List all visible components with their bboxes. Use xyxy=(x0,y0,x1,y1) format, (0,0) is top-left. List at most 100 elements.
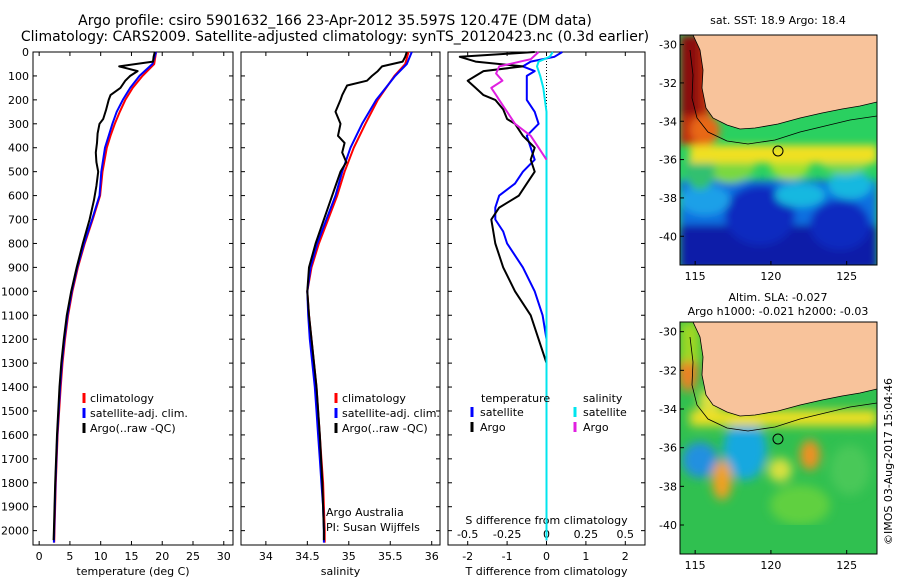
depth-tick-label: 0 xyxy=(22,46,29,59)
map-lat-label: -36 xyxy=(659,442,677,455)
depth-tick-label: 1500 xyxy=(1,405,29,418)
map-lon-label: 125 xyxy=(836,270,857,283)
depth-tick-label: 700 xyxy=(8,214,29,227)
depth-tick-label: 500 xyxy=(8,166,29,179)
legend-salinity-title: salinity xyxy=(583,392,623,405)
x-tick-label: 36 xyxy=(425,550,439,563)
legend-label: climatology xyxy=(342,392,406,405)
depth-tick-label: 100 xyxy=(8,70,29,83)
legend-label: Argo xyxy=(480,421,506,434)
legend-label: satellite-adj. clim. xyxy=(342,407,440,420)
sst-map-field xyxy=(680,35,877,265)
legend-label: satellite-adj. clim. xyxy=(90,407,188,420)
map-lat-label: -30 xyxy=(659,39,677,52)
x-tick-label: 5 xyxy=(66,550,73,563)
salinity-diff-tick-label: -0.25 xyxy=(493,528,521,541)
legend-label: Argo xyxy=(583,421,609,434)
depth-tick-label: 1900 xyxy=(1,501,29,514)
x-tick-label: 34 xyxy=(259,550,273,563)
depth-tick-label: 1200 xyxy=(1,333,29,346)
map-lon-label: 115 xyxy=(685,270,706,283)
sst-float-marker xyxy=(772,145,784,157)
temperature-profile-frame xyxy=(32,51,234,546)
depth-tick-label: 1600 xyxy=(1,429,29,442)
salinity-profile-series-argo-raw-qc- xyxy=(306,51,408,541)
map-lat-label: -32 xyxy=(659,77,677,90)
sla-map-subtitle: Argo h1000: -0.021 h2000: -0.03 xyxy=(688,305,869,318)
legend-temperature-title: temperature xyxy=(481,392,550,405)
map-lon-label: 115 xyxy=(685,559,706,572)
profile-panels: 0100200300400500600700800900100011001200… xyxy=(1,46,646,578)
sla-map-frame xyxy=(679,321,878,555)
salinity-diff-tick-label: 0.25 xyxy=(574,528,599,541)
x-tick-label: 1 xyxy=(582,550,589,563)
sst-land-mask xyxy=(692,35,877,130)
sla-land-mask xyxy=(692,322,877,417)
depth-tick-label: 300 xyxy=(8,118,29,131)
depth-tick-label: 1700 xyxy=(1,453,29,466)
x-tick-label: 10 xyxy=(94,550,108,563)
difference-from-climatology-series-t-satellite xyxy=(494,51,563,541)
depth-tick-label: 1300 xyxy=(1,357,29,370)
salinity-diff-tick-label: -0.5 xyxy=(457,528,478,541)
difference-from-climatology-xlabel: T difference from climatology xyxy=(465,565,628,578)
salinity-profile-panel: 34 34.5 35 35.5 36 salinity climatology satelli… xyxy=(240,51,441,578)
x-tick-label: 0 xyxy=(543,550,550,563)
x-tick-label: -2 xyxy=(462,550,473,563)
imos-watermark: ©IMOS 03-Aug-2017 15:04:46 xyxy=(882,378,895,545)
salinity-profile-frame xyxy=(240,51,441,546)
map-lat-label: -40 xyxy=(659,519,677,532)
map-lon-label: 120 xyxy=(760,559,781,572)
sst-map-frame xyxy=(679,34,878,266)
depth-tick-label: 600 xyxy=(8,190,29,203)
sla-map-axes: 115 120 125 -30 -32 -34 -36 -38 -40 xyxy=(659,326,857,572)
x-tick-label: 35 xyxy=(342,550,356,563)
depth-tick-label: 400 xyxy=(8,142,29,155)
depth-tick-label: 900 xyxy=(8,261,29,274)
map-lat-label: -34 xyxy=(659,115,677,128)
depth-tick-label: 1800 xyxy=(1,477,29,490)
x-tick-label: 0 xyxy=(36,550,43,563)
depth-tick-label: 1000 xyxy=(1,285,29,298)
x-tick-label: 35.5 xyxy=(378,550,403,563)
temperature-profile-panel: 0100200300400500600700800900100011001200… xyxy=(1,46,234,578)
difference-from-climatology-series-s-satellite xyxy=(536,51,554,541)
x-tick-label: 15 xyxy=(124,550,138,563)
map-lat-label: -34 xyxy=(659,403,677,416)
annotation-argo-australia: Argo Australia xyxy=(326,506,404,519)
legend-label: Argo(..raw -QC) xyxy=(90,422,176,435)
sla-float-marker xyxy=(772,433,784,445)
depth-tick-label: 200 xyxy=(8,94,29,107)
depth-tick-label: 1100 xyxy=(1,309,29,322)
map-lat-label: -32 xyxy=(659,364,677,377)
legend-label: Argo(..raw -QC) xyxy=(342,422,428,435)
map-lat-label: -40 xyxy=(659,230,677,243)
sla-bathymetry-contour xyxy=(689,336,877,432)
annotation-pi: PI: Susan Wijffels xyxy=(326,521,420,534)
map-lon-label: 125 xyxy=(836,559,857,572)
map-lat-label: -30 xyxy=(659,326,677,339)
sla-map-title: Altim. SLA: -0.027 xyxy=(728,291,827,304)
x-tick-label: 2 xyxy=(622,550,629,563)
map-lat-label: -38 xyxy=(659,480,677,493)
x-tick-label: 34.5 xyxy=(295,550,320,563)
depth-tick-label: 1400 xyxy=(1,381,29,394)
salinity-diff-tick-label: 0.5 xyxy=(617,528,635,541)
x-tick-label: 20 xyxy=(155,550,169,563)
figure-title-line2: Climatology: CARS2009. Satellite-adjuste… xyxy=(20,29,650,45)
temperature-profile-series-argo-raw-qc- xyxy=(52,51,156,541)
salinity-profile-xlabel: salinity xyxy=(321,565,361,578)
sla-map-field xyxy=(680,322,877,554)
x-tick-label: 25 xyxy=(186,550,200,563)
difference-from-climatology-series-s-argo xyxy=(490,51,548,161)
map-lat-label: -36 xyxy=(659,154,677,167)
legend-label: satellite xyxy=(480,406,524,419)
legend-label: satellite xyxy=(583,406,627,419)
legend-label: climatology xyxy=(90,392,154,405)
depth-tick-label: 800 xyxy=(8,237,29,250)
sst-map-axes: 115 120 125 -30 -32 -34 -36 -38 -40 xyxy=(659,39,857,283)
map-lat-label: -38 xyxy=(659,192,677,205)
